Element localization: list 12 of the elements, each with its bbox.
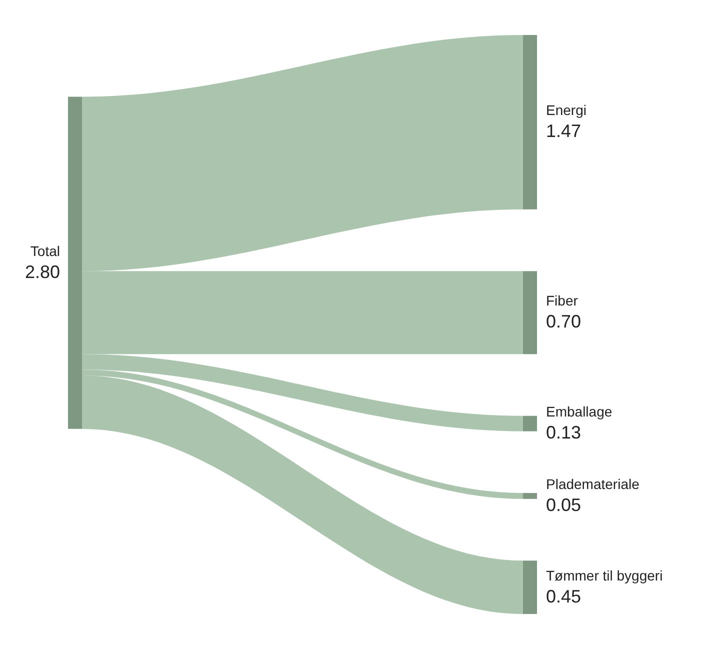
category-label: Emballage [546, 404, 612, 420]
data-label: 2.80 [24, 262, 60, 282]
category-label: Plademateriale [546, 476, 640, 492]
category-label: Total [30, 242, 60, 259]
data-label: 0.13 [546, 422, 582, 443]
category-label: Tømmer til byggeri [546, 567, 663, 584]
data-label: 1.47 [546, 121, 582, 142]
category-label: Energi [546, 102, 586, 118]
category-label: Fiber [546, 292, 578, 309]
data-label: 0.45 [546, 586, 582, 606]
data-label: 0.70 [546, 312, 582, 332]
data-label: 0.05 [546, 494, 582, 515]
